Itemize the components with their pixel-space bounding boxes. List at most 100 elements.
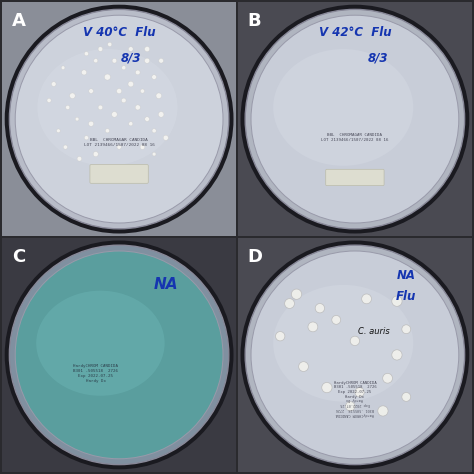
Circle shape (15, 251, 223, 459)
Circle shape (104, 74, 110, 80)
Circle shape (392, 296, 402, 306)
Text: V 42°C  Flu: V 42°C Flu (319, 26, 391, 39)
Circle shape (94, 59, 98, 63)
Circle shape (89, 89, 93, 93)
Text: HardyCHROM CANDIDA
B301 -505518  2726
Exp 2022-07-25
Hardy Dx: HardyCHROM CANDIDA B301 -505518 2726 Exp… (73, 364, 118, 383)
Circle shape (152, 152, 156, 156)
Circle shape (322, 383, 332, 393)
Text: V 40°C  Flu: V 40°C Flu (83, 26, 155, 39)
Circle shape (75, 117, 79, 121)
Circle shape (98, 105, 103, 110)
Circle shape (70, 93, 75, 99)
Circle shape (159, 58, 164, 63)
Circle shape (21, 21, 217, 217)
Circle shape (9, 9, 229, 229)
Circle shape (362, 294, 372, 304)
Circle shape (240, 5, 469, 234)
Text: HardyCHROM CANDIDA
B301 -505518  2726
Exp 2022-07-25
Hardy Dx: HardyCHROM CANDIDA B301 -505518 2726 Exp… (336, 397, 374, 416)
Circle shape (135, 105, 140, 110)
FancyBboxPatch shape (326, 169, 384, 186)
Circle shape (378, 406, 388, 416)
Circle shape (332, 315, 341, 324)
Circle shape (292, 289, 301, 300)
Circle shape (21, 257, 217, 453)
Circle shape (251, 15, 459, 223)
Circle shape (108, 42, 112, 46)
Circle shape (121, 98, 126, 103)
Circle shape (122, 65, 126, 70)
Text: C: C (12, 247, 25, 265)
Circle shape (117, 89, 122, 94)
Text: 8/3: 8/3 (120, 52, 141, 65)
Circle shape (128, 122, 133, 126)
Circle shape (355, 388, 364, 397)
Circle shape (56, 129, 60, 133)
Circle shape (15, 15, 223, 223)
Circle shape (93, 152, 98, 157)
Circle shape (105, 128, 109, 133)
Circle shape (299, 362, 309, 372)
Circle shape (163, 135, 168, 140)
Circle shape (257, 257, 453, 453)
Circle shape (383, 374, 392, 383)
Circle shape (346, 401, 355, 411)
Circle shape (284, 299, 294, 309)
Circle shape (89, 121, 94, 127)
Text: BBL  CHROMAGAR CANDIDA
LOT 2139466/1507/2022 08 16: BBL CHROMAGAR CANDIDA LOT 2139466/1507/2… (321, 133, 389, 142)
Text: NA: NA (397, 269, 416, 282)
Circle shape (251, 251, 459, 459)
Text: C. auris: C. auris (358, 327, 390, 336)
Circle shape (140, 89, 145, 93)
Text: HardyCHROM CANDIDA
B301 -505518  2726
Exp 2022-07-25
Hardy Dx: HardyCHROM CANDIDA B301 -505518 2726 Exp… (334, 381, 376, 399)
Circle shape (84, 52, 89, 56)
Circle shape (64, 145, 67, 149)
Circle shape (98, 47, 103, 51)
Circle shape (257, 21, 453, 217)
Circle shape (145, 117, 149, 121)
Circle shape (145, 58, 150, 64)
Circle shape (9, 245, 229, 465)
Text: BBL  CHROMAGAR CANDIDA
LOT 2139466/1507/2022 08 16: BBL CHROMAGAR CANDIDA LOT 2139466/1507/2… (84, 138, 155, 147)
Circle shape (245, 9, 465, 229)
Circle shape (5, 240, 234, 469)
Circle shape (65, 105, 70, 109)
Text: B: B (247, 12, 261, 30)
Circle shape (158, 112, 164, 117)
Ellipse shape (273, 285, 413, 401)
Circle shape (47, 98, 51, 102)
Circle shape (128, 81, 134, 87)
Circle shape (152, 75, 156, 80)
Circle shape (82, 70, 87, 75)
Ellipse shape (37, 49, 177, 166)
Circle shape (112, 112, 117, 117)
Circle shape (156, 93, 162, 99)
Circle shape (117, 145, 121, 149)
Circle shape (392, 350, 402, 360)
Circle shape (152, 128, 156, 133)
Text: A: A (12, 12, 26, 30)
Circle shape (145, 46, 150, 52)
Text: 8/3: 8/3 (368, 52, 389, 65)
Circle shape (112, 58, 117, 63)
Circle shape (77, 156, 82, 161)
Circle shape (245, 245, 465, 465)
Circle shape (128, 47, 133, 51)
FancyBboxPatch shape (90, 164, 148, 183)
Circle shape (84, 136, 89, 140)
Ellipse shape (36, 291, 164, 396)
Circle shape (140, 145, 145, 149)
Text: D: D (247, 247, 263, 265)
Circle shape (308, 322, 318, 332)
Circle shape (402, 392, 410, 401)
Circle shape (61, 66, 65, 70)
Text: NA: NA (154, 277, 178, 292)
Circle shape (275, 331, 285, 341)
Circle shape (51, 82, 56, 86)
Circle shape (315, 303, 325, 313)
Ellipse shape (273, 49, 413, 166)
Circle shape (136, 70, 140, 75)
Circle shape (240, 240, 469, 469)
Circle shape (5, 5, 234, 234)
Circle shape (350, 336, 360, 346)
Circle shape (402, 325, 410, 334)
